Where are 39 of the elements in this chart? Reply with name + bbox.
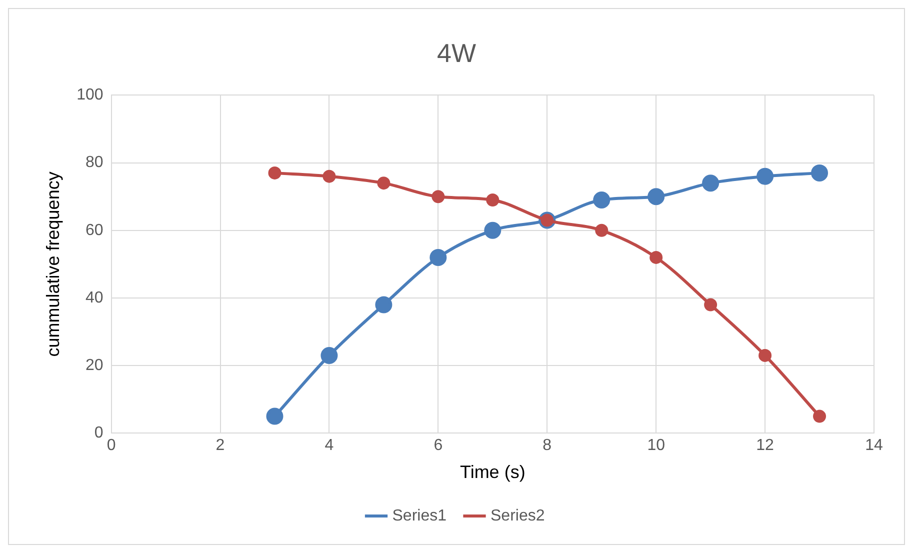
point <box>593 191 610 208</box>
y-axis-title: cummulative frequency <box>42 172 63 357</box>
point <box>702 174 720 192</box>
chart-title: 4W <box>437 38 476 68</box>
point <box>320 346 338 364</box>
x-tick-label: 6 <box>434 437 443 454</box>
point <box>322 170 336 183</box>
x-tick-label: 10 <box>647 437 666 454</box>
point <box>377 176 390 190</box>
x-axis-title: Time (s) <box>460 462 526 482</box>
point <box>375 296 392 314</box>
y-tick-label: 80 <box>86 154 104 172</box>
point <box>595 224 608 237</box>
point <box>486 193 500 206</box>
y-tick-label: 0 <box>94 424 104 442</box>
x-tick-label: 2 <box>216 437 225 454</box>
legend-label: Series1 <box>392 507 447 524</box>
x-tick-label: 14 <box>865 437 883 454</box>
point <box>266 408 284 425</box>
x-tick-label: 4 <box>324 437 334 454</box>
y-tick-label: 40 <box>86 289 104 306</box>
point <box>758 348 772 362</box>
point <box>650 250 663 264</box>
point <box>430 248 447 266</box>
y-tick-label: 60 <box>86 222 104 239</box>
legend-label: Series2 <box>490 507 545 524</box>
x-tick-label: 8 <box>542 437 552 454</box>
point <box>704 298 718 312</box>
point <box>484 222 502 239</box>
y-tick-label: 100 <box>76 86 104 104</box>
point <box>648 188 665 206</box>
point <box>432 190 445 204</box>
point <box>811 164 828 182</box>
y-tick-label: 20 <box>86 357 104 374</box>
x-tick-label: 0 <box>106 437 116 454</box>
point <box>813 410 826 423</box>
x-tick-label: 12 <box>756 437 774 454</box>
point <box>756 168 774 185</box>
point <box>268 166 282 180</box>
